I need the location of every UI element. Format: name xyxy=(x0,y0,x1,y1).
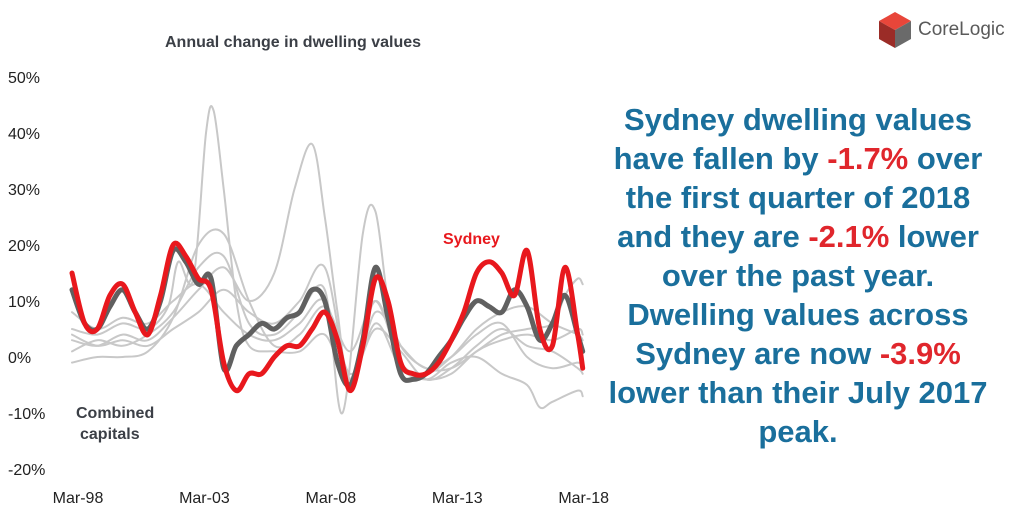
summary-part-2: over the first quarter of 2018 and they … xyxy=(617,141,983,254)
other-capital-series-line xyxy=(71,142,584,387)
x-tick-label: Mar-13 xyxy=(432,490,483,507)
summary-part-3: lower over the past year. Dwelling value… xyxy=(627,219,979,371)
summary-part-1: Sydney dwelling values have fallen by xyxy=(613,102,972,176)
sydney-series-label: Sydney xyxy=(443,231,500,248)
y-tick-label: 10% xyxy=(8,294,40,311)
corelogic-cube-icon xyxy=(879,12,911,48)
y-axis-ticks: 50% 40% 30% 20% 10% 0% -10% -20% xyxy=(8,70,45,479)
peak-change-value: -3.9% xyxy=(879,336,961,371)
x-tick-label: Mar-98 xyxy=(53,490,104,507)
chart-title: Annual change in dwelling values xyxy=(165,34,422,51)
series-lines xyxy=(69,105,586,415)
y-tick-label: 30% xyxy=(8,182,40,199)
x-tick-label: Mar-18 xyxy=(558,490,609,507)
x-tick-label: Mar-08 xyxy=(305,490,356,507)
combined-label-line: capitals xyxy=(80,426,140,443)
y-tick-label: 0% xyxy=(8,350,31,367)
x-axis-ticks: Mar-98 Mar-03 Mar-08 Mar-13 Mar-18 xyxy=(53,490,609,507)
corelogic-logo: CoreLogic xyxy=(878,10,1005,50)
x-tick-label: Mar-03 xyxy=(179,490,230,507)
y-tick-label: -10% xyxy=(8,406,45,423)
y-tick-label: -20% xyxy=(8,462,45,479)
summary-part-4: lower than their July 2017 peak. xyxy=(608,375,988,449)
annual-change-value: -2.1% xyxy=(808,219,890,254)
combined-label-line: Combined xyxy=(76,405,154,422)
y-tick-label: 20% xyxy=(8,238,40,255)
combined-series-label: Combined capitals xyxy=(76,405,154,443)
y-tick-label: 40% xyxy=(8,126,40,143)
sydney-series-line xyxy=(69,240,586,394)
logo-text: CoreLogic xyxy=(918,19,1005,40)
summary-text: Sydney dwelling values have fallen by -1… xyxy=(598,100,998,451)
quarter-change-value: -1.7% xyxy=(827,141,909,176)
other-capital-series-line xyxy=(71,228,584,410)
line-chart: 50%40%30%20%10%0%-10%-20% Mar-98 Mar-03 Ma… xyxy=(8,70,609,507)
y-tick-label: 50% xyxy=(8,70,40,87)
